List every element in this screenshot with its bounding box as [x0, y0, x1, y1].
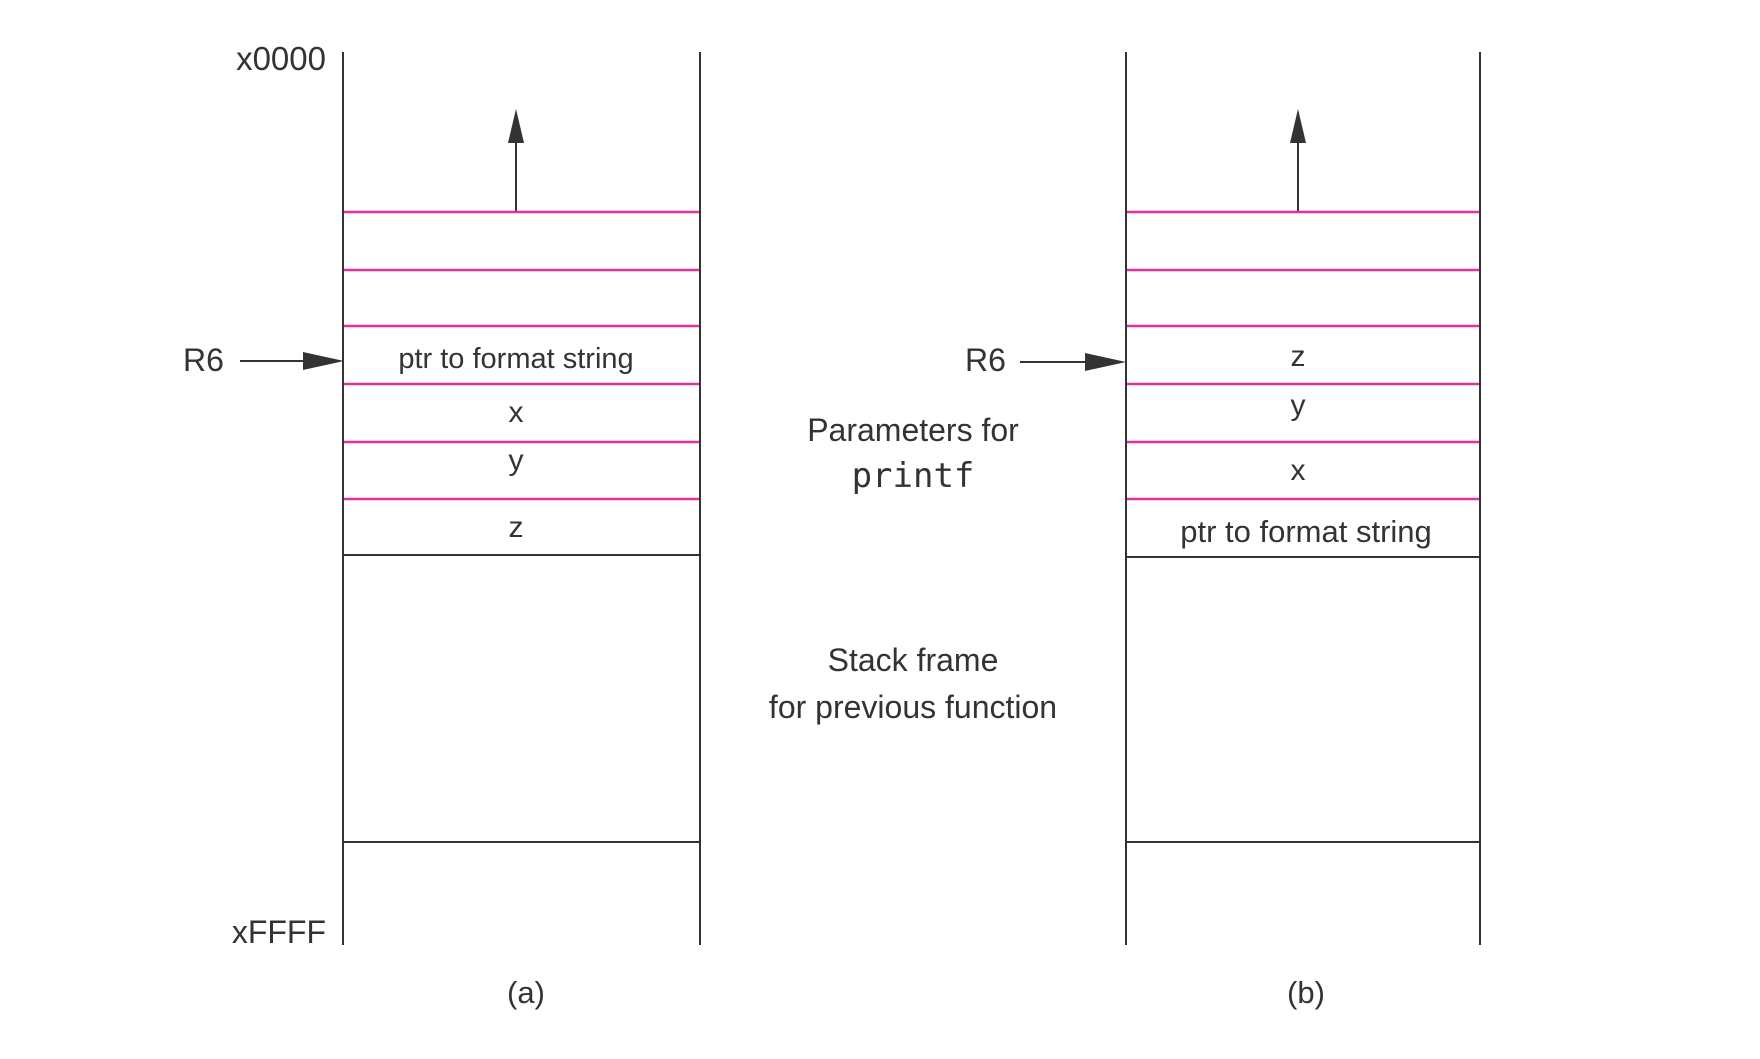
panel-b-slot-label: z	[1291, 340, 1306, 373]
panel-b: z y x ptr to format string R6 (b)	[965, 52, 1481, 1010]
panel-a-slot-label: x	[509, 396, 524, 429]
panel-a-slot-label: y	[509, 444, 524, 477]
panel-b-register-label: R6	[965, 342, 1006, 378]
stack-frame-label-line1: Stack frame	[828, 642, 999, 678]
stack-frame-label-line2: for previous function	[769, 689, 1057, 725]
panel-b-slot-label: ptr to format string	[1180, 514, 1432, 549]
panel-a-register-arrow-head	[303, 352, 344, 370]
panel-a-growth-arrow-head	[508, 109, 524, 143]
panel-b-slot-label: x	[1291, 454, 1306, 487]
panel-a-slot-label: z	[509, 511, 524, 544]
panel-b-caption: (b)	[1287, 975, 1325, 1010]
panel-a-slot-label: ptr to format string	[398, 343, 633, 375]
panel-b-slot-label: y	[1291, 389, 1306, 422]
panel-b-growth-arrow-head	[1290, 109, 1306, 143]
panel-a: ptr to format string x y z R6 x0000 xFFF…	[183, 40, 701, 1010]
parameters-label-function-name: printf	[852, 456, 975, 496]
address-top-label: x0000	[236, 40, 326, 77]
parameters-label-line1: Parameters for	[807, 412, 1019, 448]
panel-a-register-label: R6	[183, 342, 224, 378]
panel-b-register-arrow-head	[1085, 353, 1126, 371]
address-bottom-label: xFFFF	[232, 914, 326, 950]
panel-a-caption: (a)	[507, 975, 545, 1010]
middle-labels: Parameters for printf Stack frame for pr…	[769, 412, 1057, 725]
